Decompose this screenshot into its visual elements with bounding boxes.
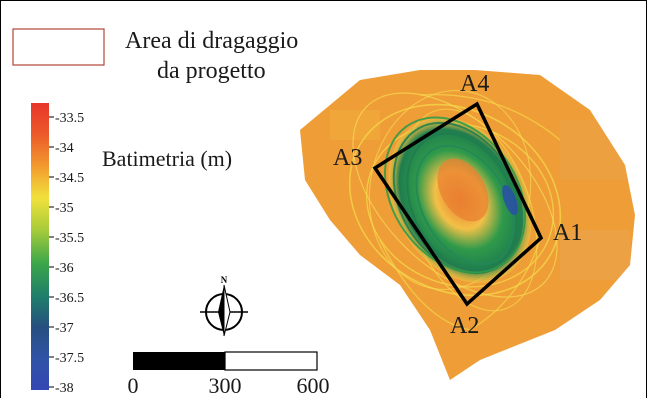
colorbar-tick-label: -35 [55, 201, 74, 216]
north-label: N [221, 275, 228, 285]
colorbar-tick-label: -33.5 [55, 111, 84, 126]
deep-spot [502, 184, 518, 216]
area-legend: Area di dragaggio da progetto [12, 28, 298, 84]
scale-bar-light-segment [224, 351, 318, 371]
colorbar-tick-label: -35.5 [55, 231, 84, 246]
area-legend-line2: da progetto [157, 58, 266, 84]
scale-bar-dark-segment [133, 352, 225, 370]
colorbar-tick-label: -37 [55, 321, 74, 336]
dredging-polygon [372, 101, 544, 307]
scale-bar: 0 300 600 [128, 351, 330, 398]
bathymetry-map: A1 A2 A3 A4 [300, 70, 635, 380]
colorbar-tick-label: -37.5 [55, 351, 84, 366]
scale-label-600: 600 [297, 373, 330, 398]
vertex-label-a4: A4 [460, 71, 489, 97]
colorbar: -33.5 -34 -34.5 -35 -35.5 -36 -36.5 -37 -37.5 -38… [31, 103, 232, 396]
scale-label-300: 300 [209, 373, 242, 398]
colorbar-tick-label: -34 [55, 141, 74, 156]
colorbar-ramp [31, 103, 49, 390]
north-arrow-icon: N [200, 275, 248, 337]
area-legend-line1: Area di dragaggio [125, 28, 298, 54]
colorbar-tick-label: -36.5 [55, 291, 84, 306]
colorbar-title: Batimetria (m) [102, 146, 232, 171]
scale-label-0: 0 [128, 373, 139, 398]
vertex-label-a3: A3 [333, 145, 362, 171]
vertex-label-a2: A2 [450, 313, 479, 339]
vertex-label-a1: A1 [553, 220, 582, 246]
colorbar-tick-label: -38 [55, 381, 74, 396]
survey-texture [330, 89, 635, 331]
colorbar-tick-label: -36 [55, 261, 74, 276]
colorbar-tick-label: -34.5 [55, 171, 84, 186]
colorbar-ticks: -33.5 -34 -34.5 -35 -35.5 -36 -36.5 -37 -37.5 -38 [49, 111, 84, 396]
area-legend-swatch [12, 28, 105, 66]
